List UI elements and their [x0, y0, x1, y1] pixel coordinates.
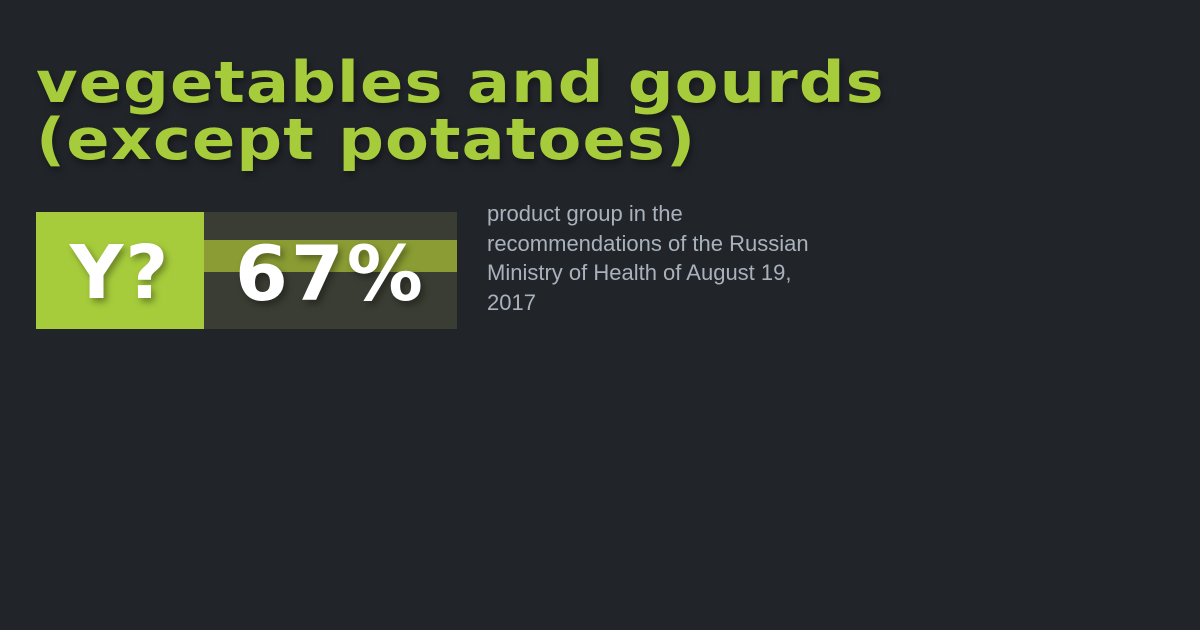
page-title: vegetables and gourds (except potatoes) [36, 50, 885, 173]
percent-value: 67% [235, 229, 426, 318]
card-subtitle: product group in the recommendations of … [487, 201, 809, 315]
percent-box: 67% [204, 212, 457, 329]
logo-badge: Y? [36, 212, 204, 329]
stat-badge: Y? 67% [36, 212, 457, 329]
logo-label: Y? [69, 229, 171, 316]
percent-stripe [204, 240, 457, 272]
